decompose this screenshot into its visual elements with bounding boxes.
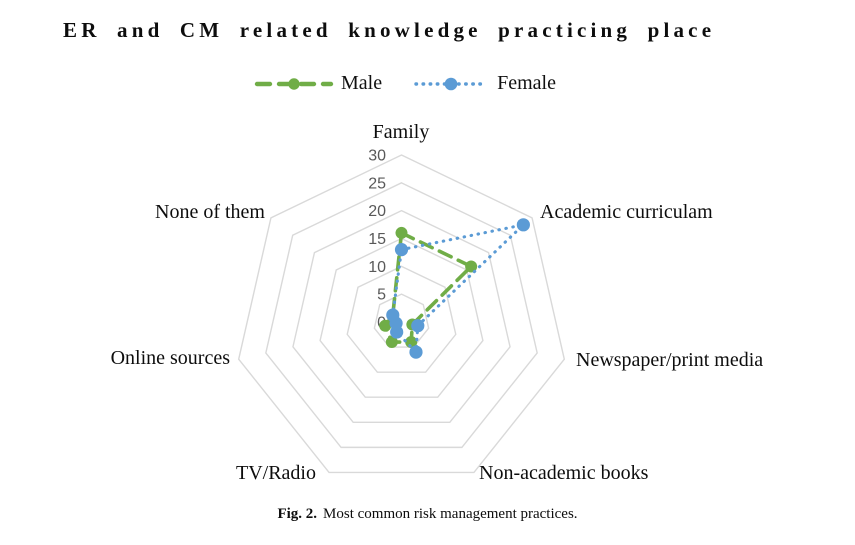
tick-label-20: 20	[368, 203, 386, 220]
male-line	[383, 231, 473, 344]
figure-caption: Fig. 2. Most common risk management pract…	[0, 506, 855, 523]
tick-label-5: 5	[377, 287, 386, 304]
female-marker-none-of-them	[386, 308, 400, 322]
male-marker-tv-radio	[385, 336, 398, 349]
chart-title: ER and CM related knowledge practicing p…	[63, 18, 716, 42]
axis-label-academic-curriculam: Academic curriculam	[540, 201, 713, 223]
axis-label-online-sources: Online sources	[110, 347, 230, 369]
female-marker-family	[394, 243, 409, 257]
radar-ring-15	[319, 237, 484, 398]
axis-label-non-academic-books: Non-academic books	[479, 462, 649, 484]
male-marker-non-academic-books	[405, 336, 418, 349]
male-marker-online-sources	[379, 319, 392, 332]
tick-label-10: 10	[368, 259, 386, 276]
male-line-swatch	[254, 77, 334, 90]
female-marker-non-academic-books	[409, 345, 423, 359]
tick-label-30: 30	[368, 148, 386, 165]
axis-label-newspaper-print-media: Newspaper/print media	[576, 349, 764, 371]
legend-item-male: Male	[254, 72, 382, 95]
axis-label-tv-radio: TV/Radio	[236, 462, 316, 484]
tick-label-15: 15	[368, 231, 386, 248]
legend-item-female: Female	[412, 72, 556, 95]
female-line-swatch	[414, 77, 488, 90]
tick-label-25: 25	[368, 175, 386, 192]
female-marker-newspaper-print-media	[411, 319, 425, 333]
radar-ring-30	[237, 154, 566, 474]
caption-number: Fig. 2.	[277, 506, 318, 522]
radar-ring-5	[373, 293, 430, 348]
female-marker-academic-curriculam	[516, 218, 530, 232]
radar-ring-10	[346, 265, 457, 373]
radar-ring-20	[292, 209, 511, 424]
axis-label-family: Family	[372, 121, 430, 143]
legend-label-female: Female	[497, 72, 556, 94]
male-marker-academic-curriculam	[465, 260, 478, 273]
caption-text: Most common risk management practices.	[323, 506, 578, 522]
radar-ring-25	[265, 182, 538, 449]
legend-label-male: Male	[341, 72, 383, 94]
male-marker-sample	[288, 77, 300, 90]
female-marker-sample	[444, 77, 458, 90]
male-marker-family	[395, 226, 408, 239]
chart-legend: Male Female	[254, 72, 556, 95]
axis-label-none-of-them: None of them	[155, 201, 265, 223]
